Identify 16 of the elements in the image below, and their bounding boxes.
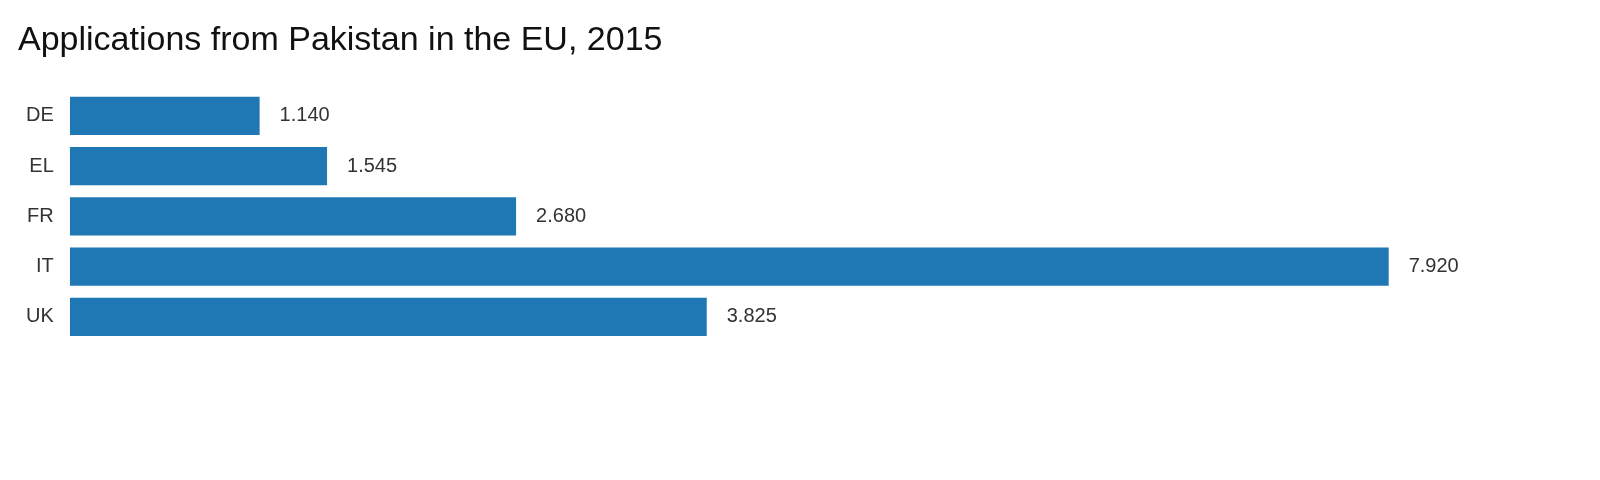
bar <box>69 297 707 336</box>
y-tick-label: IT <box>36 254 54 277</box>
y-tick-label: EL <box>29 153 54 176</box>
data-label: 1.140 <box>279 103 330 126</box>
y-tick-label: FR <box>27 203 54 226</box>
bar <box>69 247 1389 286</box>
chart-title: Applications from Pakistan in the EU, 2015 <box>18 18 663 57</box>
bar <box>69 147 328 186</box>
data-label: 7.920 <box>1408 254 1459 277</box>
data-label: 3.825 <box>726 304 777 327</box>
y-tick-label: DE <box>25 103 54 126</box>
bar <box>69 197 517 236</box>
bar <box>69 96 260 136</box>
data-label: 2.680 <box>536 203 587 226</box>
y-tick-label: UK <box>25 304 55 327</box>
data-label: 1.545 <box>347 153 398 176</box>
